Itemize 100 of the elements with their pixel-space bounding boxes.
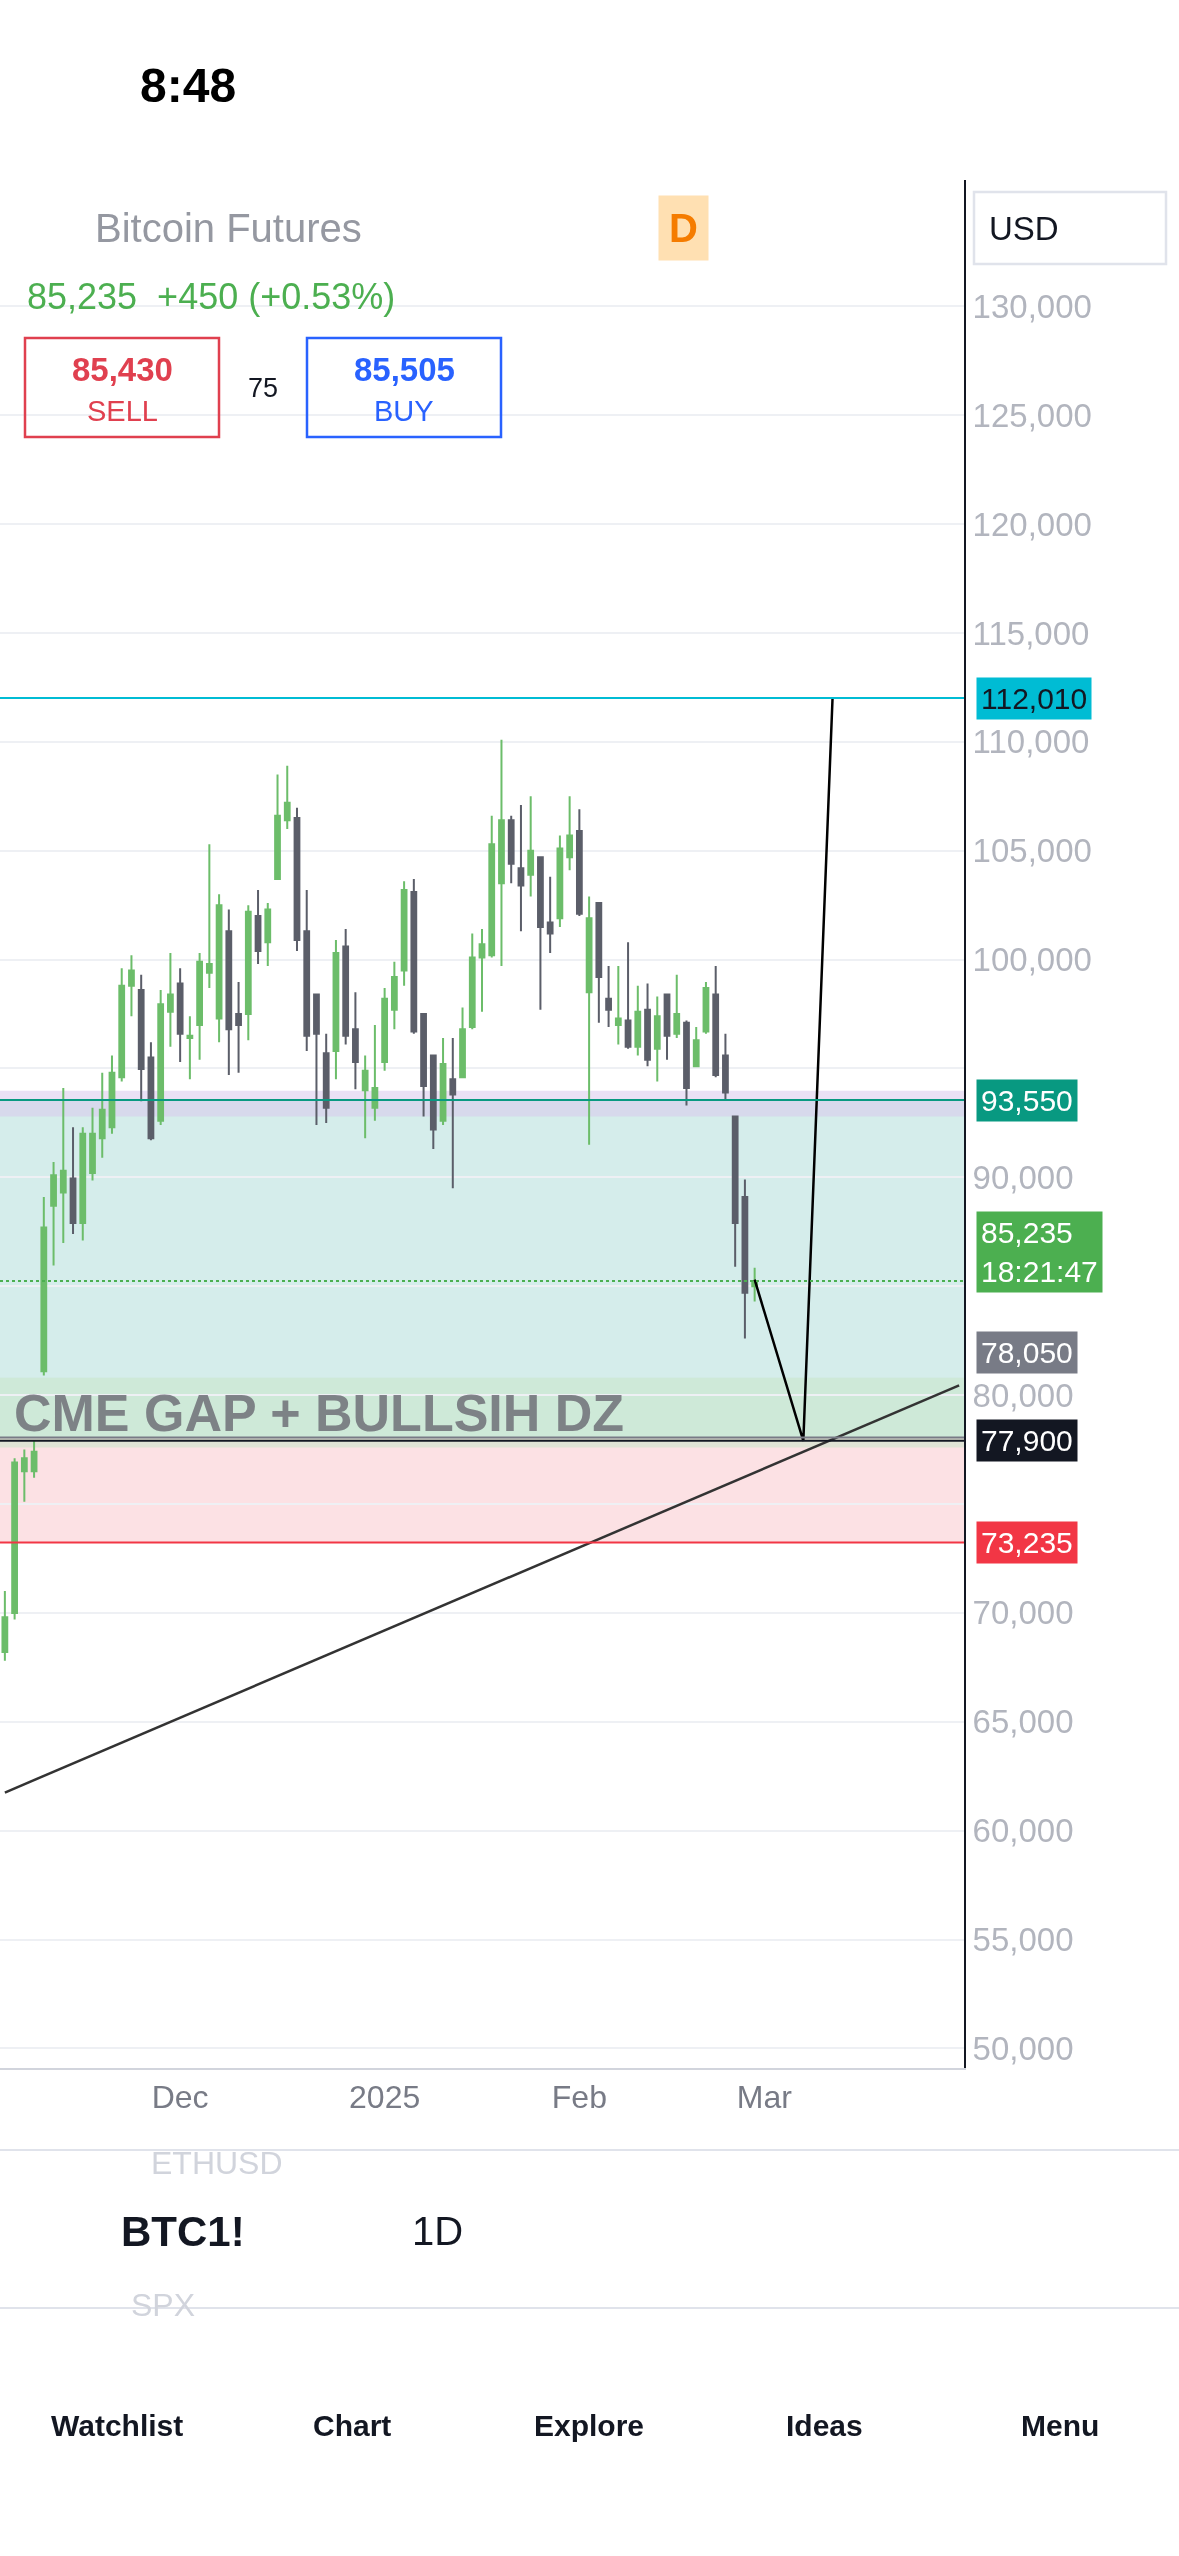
text: Watchlist [51,2409,184,2442]
candlestick [30,1439,38,1479]
y-tick-label: 105,000 [972,832,1092,870]
candlestick [634,984,642,1057]
candlestick [390,960,398,1031]
candlestick [478,928,486,1013]
candlestick [108,1054,116,1135]
y-tick-label: 120,000 [972,505,1092,543]
y-tick-label: 50,000 [972,2029,1074,2067]
x-tick-label: Mar [736,2079,793,2116]
x-tick-label: 2025 [349,2079,421,2116]
candlestick [303,888,311,1053]
text: 8:48 [140,59,237,112]
text: BTC1! [121,2208,245,2255]
candlestick [683,1019,690,1107]
candlestick [653,995,661,1083]
text: Bitcoin Futures [95,206,362,250]
candlestick [98,1071,106,1159]
candlestick [429,1054,437,1151]
candlestick [118,967,126,1083]
y-tick-label: 90,000 [972,1158,1074,1196]
annotation: 85,430 [72,351,173,388]
candlestick [673,973,681,1039]
candlestick [79,1126,87,1242]
y-tick-label: 80,000 [972,1376,1074,1414]
candlestick [352,991,359,1091]
candlestick [400,880,408,987]
y-tick-label: 100,000 [972,941,1092,979]
annotation: D [669,206,698,250]
text: 85,235 +450 (+0.53%) [27,276,396,317]
candlestick [186,1015,194,1081]
ref-line-label: 73,235 [981,1526,1073,1559]
text: Explore [534,2409,645,2442]
candlestick [468,932,476,1031]
candlestick [244,904,252,1042]
candlestick [264,901,272,968]
candlestick [575,808,583,918]
candlestick [556,834,564,928]
candlestick [167,952,174,1048]
annotation: 75 [248,373,279,403]
x-tick-label: Feb [551,2079,607,2116]
candlestick [361,1054,369,1140]
candlestick [1,1590,9,1662]
y-tick-label: 60,000 [972,1812,1074,1850]
candlestick [69,1126,77,1235]
text: 1D [412,2209,464,2253]
candlestick [624,941,632,1050]
annotation: SELL [87,395,158,427]
candlestick [157,989,165,1127]
candlestick [663,993,671,1061]
candlestick [196,952,203,1061]
candlestick [322,1032,330,1124]
text: Ideas [786,2409,863,2442]
y-tick-label: 130,000 [972,287,1092,325]
candlestick [644,982,651,1068]
band-label: CME GAP + BULLSIH DZ [14,1384,625,1442]
candlestick [274,773,281,881]
candlestick [293,806,301,952]
candlestick [381,986,389,1072]
candlestick [741,1178,749,1340]
candlestick [605,965,612,1029]
y-tick-label: 65,000 [972,1703,1074,1741]
candlestick [176,967,184,1063]
candlestick [546,875,554,955]
candlestick [410,878,418,1035]
candlestick [371,1023,379,1122]
candlestick [89,1106,96,1182]
candlestick [332,938,340,1081]
ref-line-label: 93,550 [981,1084,1073,1117]
ref-line-label: 112,010 [981,682,1088,715]
candlestick [614,965,622,1046]
candlestick [20,1448,28,1503]
candlestick [459,1006,466,1079]
candlestick [420,1013,427,1118]
y-tick-label: 115,000 [972,614,1090,652]
candlestick [50,1161,57,1267]
candlestick [128,954,135,1018]
candlestick [498,738,505,968]
text: USD [989,210,1059,247]
candlestick [585,895,593,1146]
candlestick [722,1032,729,1100]
ref-line-label: 78,050 [981,1336,1073,1369]
candlestick [488,814,496,959]
candlestick [342,928,350,1046]
x-tick-label: Dec [151,2079,209,2116]
candlestick [215,893,223,1044]
candlestick [205,843,213,989]
candlestick [537,856,544,1011]
candlestick [566,795,574,872]
text: Menu [1021,2409,1100,2442]
y-tick-label: 110,000 [972,723,1090,761]
annotation: BUY [374,395,434,427]
candlestick [225,908,233,1076]
text: Chart [313,2409,392,2442]
candlestick [595,901,603,1024]
candlestick [313,993,320,1127]
candlestick [692,1026,700,1068]
candlestick [439,1036,447,1127]
candlestick [449,1036,457,1190]
candlestick [283,764,291,830]
